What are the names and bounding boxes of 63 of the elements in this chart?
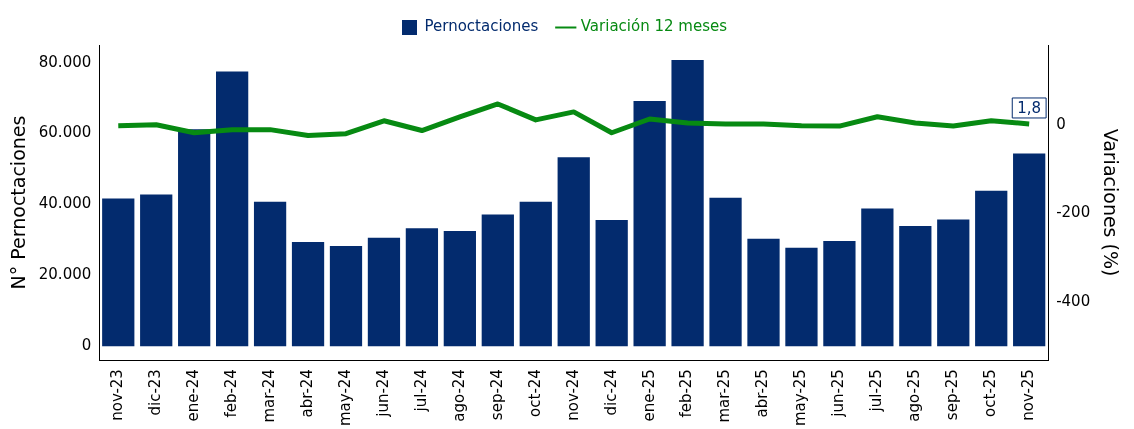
- x-tick-label: dic-23: [146, 369, 165, 416]
- x-tick-label: nov-25: [1019, 369, 1038, 421]
- bar: [367, 237, 401, 347]
- x-tick-label: jul-25: [867, 369, 886, 413]
- y-tick-label: 60.000: [38, 123, 92, 142]
- x-tick-label: feb-24: [222, 369, 241, 418]
- x-tick-label: dic-24: [601, 369, 620, 416]
- x-tick-label: oct-24: [525, 369, 544, 417]
- bar: [747, 238, 780, 347]
- bar: [140, 194, 173, 347]
- y-tick-label: 0: [81, 336, 92, 355]
- x-tick-label: may-25: [791, 369, 810, 427]
- y2-tick-label: -400: [1056, 291, 1091, 310]
- x-tick-label: may-24: [335, 369, 354, 427]
- x-tick-label: feb-25: [677, 369, 696, 418]
- bar: [216, 71, 249, 347]
- bar: [443, 231, 476, 347]
- x-tick-label: ago-24: [449, 369, 468, 422]
- bar: [899, 226, 932, 347]
- x-tick-label: mar-24: [259, 369, 278, 423]
- bar: [823, 241, 856, 347]
- bar: [519, 201, 552, 347]
- bar: [329, 245, 363, 347]
- y-tick-label: 20.000: [38, 265, 92, 284]
- x-tick-label: mar-25: [715, 369, 734, 423]
- bar: [405, 228, 439, 347]
- bar: [102, 198, 135, 347]
- y-axis-title: N° Pernoctaciones: [7, 115, 30, 290]
- y2-tick-label: -200: [1056, 203, 1091, 222]
- x-tick-label: nov-24: [563, 369, 582, 421]
- x-tick-label: abr-24: [297, 369, 316, 418]
- x-tick-label: abr-25: [753, 369, 772, 418]
- x-tick-label: jul-24: [411, 369, 430, 413]
- bar: [785, 247, 818, 347]
- legend-label: Variación 12 meses: [580, 17, 728, 36]
- x-tick-label: ago-25: [905, 369, 924, 422]
- bar: [481, 214, 514, 347]
- data-label: 1,8: [1017, 98, 1042, 117]
- x-tick-label: sep-25: [943, 369, 962, 421]
- bar: [709, 197, 742, 347]
- y2-tick-label: 0: [1056, 114, 1066, 133]
- x-tick-label: jun-24: [373, 369, 392, 418]
- y-tick-label: 40.000: [38, 194, 92, 213]
- bar: [633, 101, 666, 347]
- y-tick-label: 80.000: [38, 52, 92, 71]
- bar: [557, 157, 590, 347]
- x-tick-label: jun-25: [829, 369, 848, 418]
- bar: [975, 190, 1008, 347]
- bar: [595, 220, 628, 347]
- x-tick-label: oct-25: [981, 369, 1000, 417]
- bar: [253, 201, 287, 347]
- bar: [937, 219, 970, 347]
- bar: [1013, 153, 1046, 347]
- bar: [291, 242, 325, 347]
- bar: [861, 208, 894, 347]
- y2-axis-title: Variaciones (%): [1099, 128, 1122, 277]
- x-tick-label: ene-25: [639, 369, 658, 422]
- x-tick-label: sep-24: [487, 369, 506, 421]
- bar: [178, 129, 211, 347]
- bar: [671, 59, 704, 347]
- legend-label: Pernoctaciones: [424, 17, 539, 36]
- x-tick-label: nov-23: [108, 369, 127, 421]
- x-tick-label: ene-24: [184, 369, 203, 422]
